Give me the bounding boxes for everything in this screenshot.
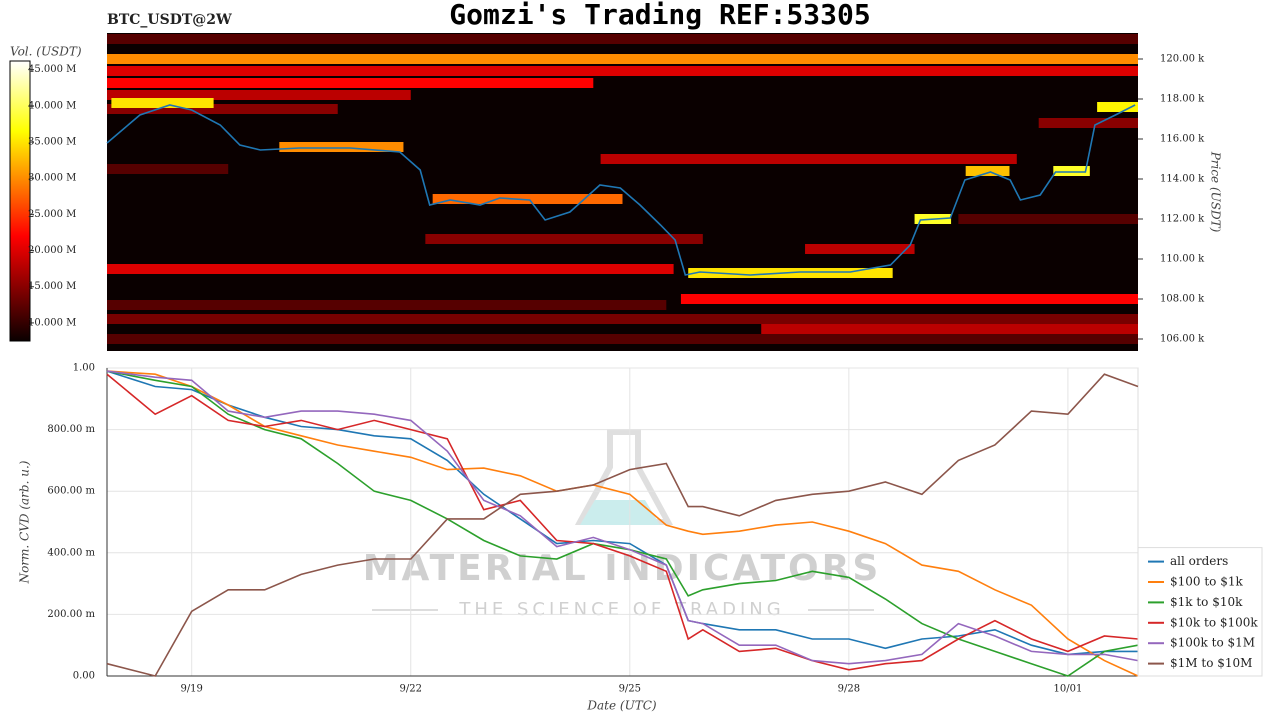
colorbar-label: Vol. (USDT) [10, 45, 82, 59]
legend-label: all orders [1170, 554, 1228, 568]
series-line [106, 370, 1139, 677]
y-tick-label: 120.00 k [1160, 54, 1205, 65]
heatmap-cell [805, 244, 915, 254]
heatmap-cell [680, 294, 1138, 304]
heatmap-cell [958, 214, 1138, 224]
series-line [106, 373, 1139, 671]
heatmap-cell [1053, 166, 1090, 176]
legend-box [1137, 547, 1263, 677]
x-tick-label: 9/22 [400, 684, 422, 695]
y-tick-label: 116.00 k [1160, 134, 1205, 145]
x-tick-label: 9/28 [838, 684, 860, 695]
heatmap-cell [432, 194, 623, 204]
heatmap-cell [1038, 118, 1138, 128]
colorbar-tick-label: 40.000 M [28, 100, 76, 111]
y-tick-label: 106.00 k [1160, 334, 1205, 345]
heatmap-cell [279, 142, 404, 152]
legend-label: $1M to $10M [1170, 656, 1252, 670]
colorbar-tick-label: 15.000 M [28, 281, 76, 292]
heatmap-cell [600, 154, 1017, 164]
heatmap-cell [107, 164, 229, 174]
y-axis-label: Norm. CVD (arb. u.) [18, 460, 32, 584]
legend-label: $100k to $1M [1170, 636, 1255, 650]
series-line [106, 370, 1139, 677]
y-tick-label: 0.00 [73, 671, 95, 682]
x-tick-label: 9/19 [180, 684, 202, 695]
colorbar-tick-label: 25.000 M [28, 209, 76, 220]
heatmap-cell [107, 300, 667, 310]
colorbar-tick-label: 30.000 M [28, 173, 76, 184]
y-tick-label: 800.00 m [47, 424, 95, 435]
watermark-icon [574, 429, 674, 525]
x-tick-label: 9/25 [619, 684, 641, 695]
legend: all orders $100 to $1k $1k to $10k $10k to … [1137, 547, 1263, 677]
heatmap-cell [107, 104, 338, 114]
series-line [106, 373, 1139, 677]
colorbar-tick-label: 20.000 M [28, 245, 76, 256]
legend-label: $100 to $1k [1170, 575, 1243, 589]
y-axis-label: Price (USDT) [1209, 151, 1223, 233]
y-tick-label: 118.00 k [1160, 94, 1205, 105]
heatmap-cell [107, 78, 594, 88]
y-tick-label: 400.00 m [47, 547, 95, 558]
heatmap-cell [965, 166, 1010, 176]
watermark: THE SCIENCE OF TRADING [458, 599, 784, 620]
heatmap-cell [107, 264, 674, 274]
x-axis-label: Date (UTC) [586, 699, 656, 713]
colorbar-tick-label: 35.000 M [28, 137, 76, 148]
colorbar [9, 60, 31, 342]
legend-label: $1k to $10k [1170, 595, 1243, 609]
y-tick-label: 108.00 k [1160, 294, 1205, 305]
colorbar-tick-label: 45.000 M [28, 64, 76, 75]
price-line [106, 104, 1136, 276]
colorbar-tick-label: 10.000 M [28, 317, 76, 328]
y-tick-label: 110.00 k [1160, 254, 1205, 265]
heatmap-cell [107, 334, 1138, 344]
heatmap-cell [761, 324, 1138, 334]
heatmap-cell [107, 34, 1138, 44]
heatmap-cell [111, 98, 214, 108]
y-tick-label: 114.00 k [1160, 174, 1205, 185]
legend-label: $10k to $100k [1170, 615, 1258, 629]
heatmap-cell [107, 54, 1138, 64]
heatmap-cell [1097, 102, 1138, 112]
series-line [106, 370, 1139, 665]
heatmap-cell [107, 314, 1138, 324]
heatmap-cell [107, 90, 411, 100]
watermark: MATERIAL INDICATORS [363, 548, 882, 589]
y-tick-label: 1.00 [73, 363, 95, 374]
x-tick-label: 10/01 [1053, 684, 1082, 695]
heatmap-cell [107, 66, 1138, 76]
y-tick-label: 600.00 m [47, 486, 95, 497]
y-tick-label: 112.00 k [1160, 214, 1205, 225]
chart-title: Gomzi's Trading REF:53305 [449, 0, 870, 31]
chart-subtitle: BTC_USDT@2W [107, 12, 232, 28]
y-tick-label: 200.00 m [47, 609, 95, 620]
heatmap-cell [425, 234, 703, 244]
